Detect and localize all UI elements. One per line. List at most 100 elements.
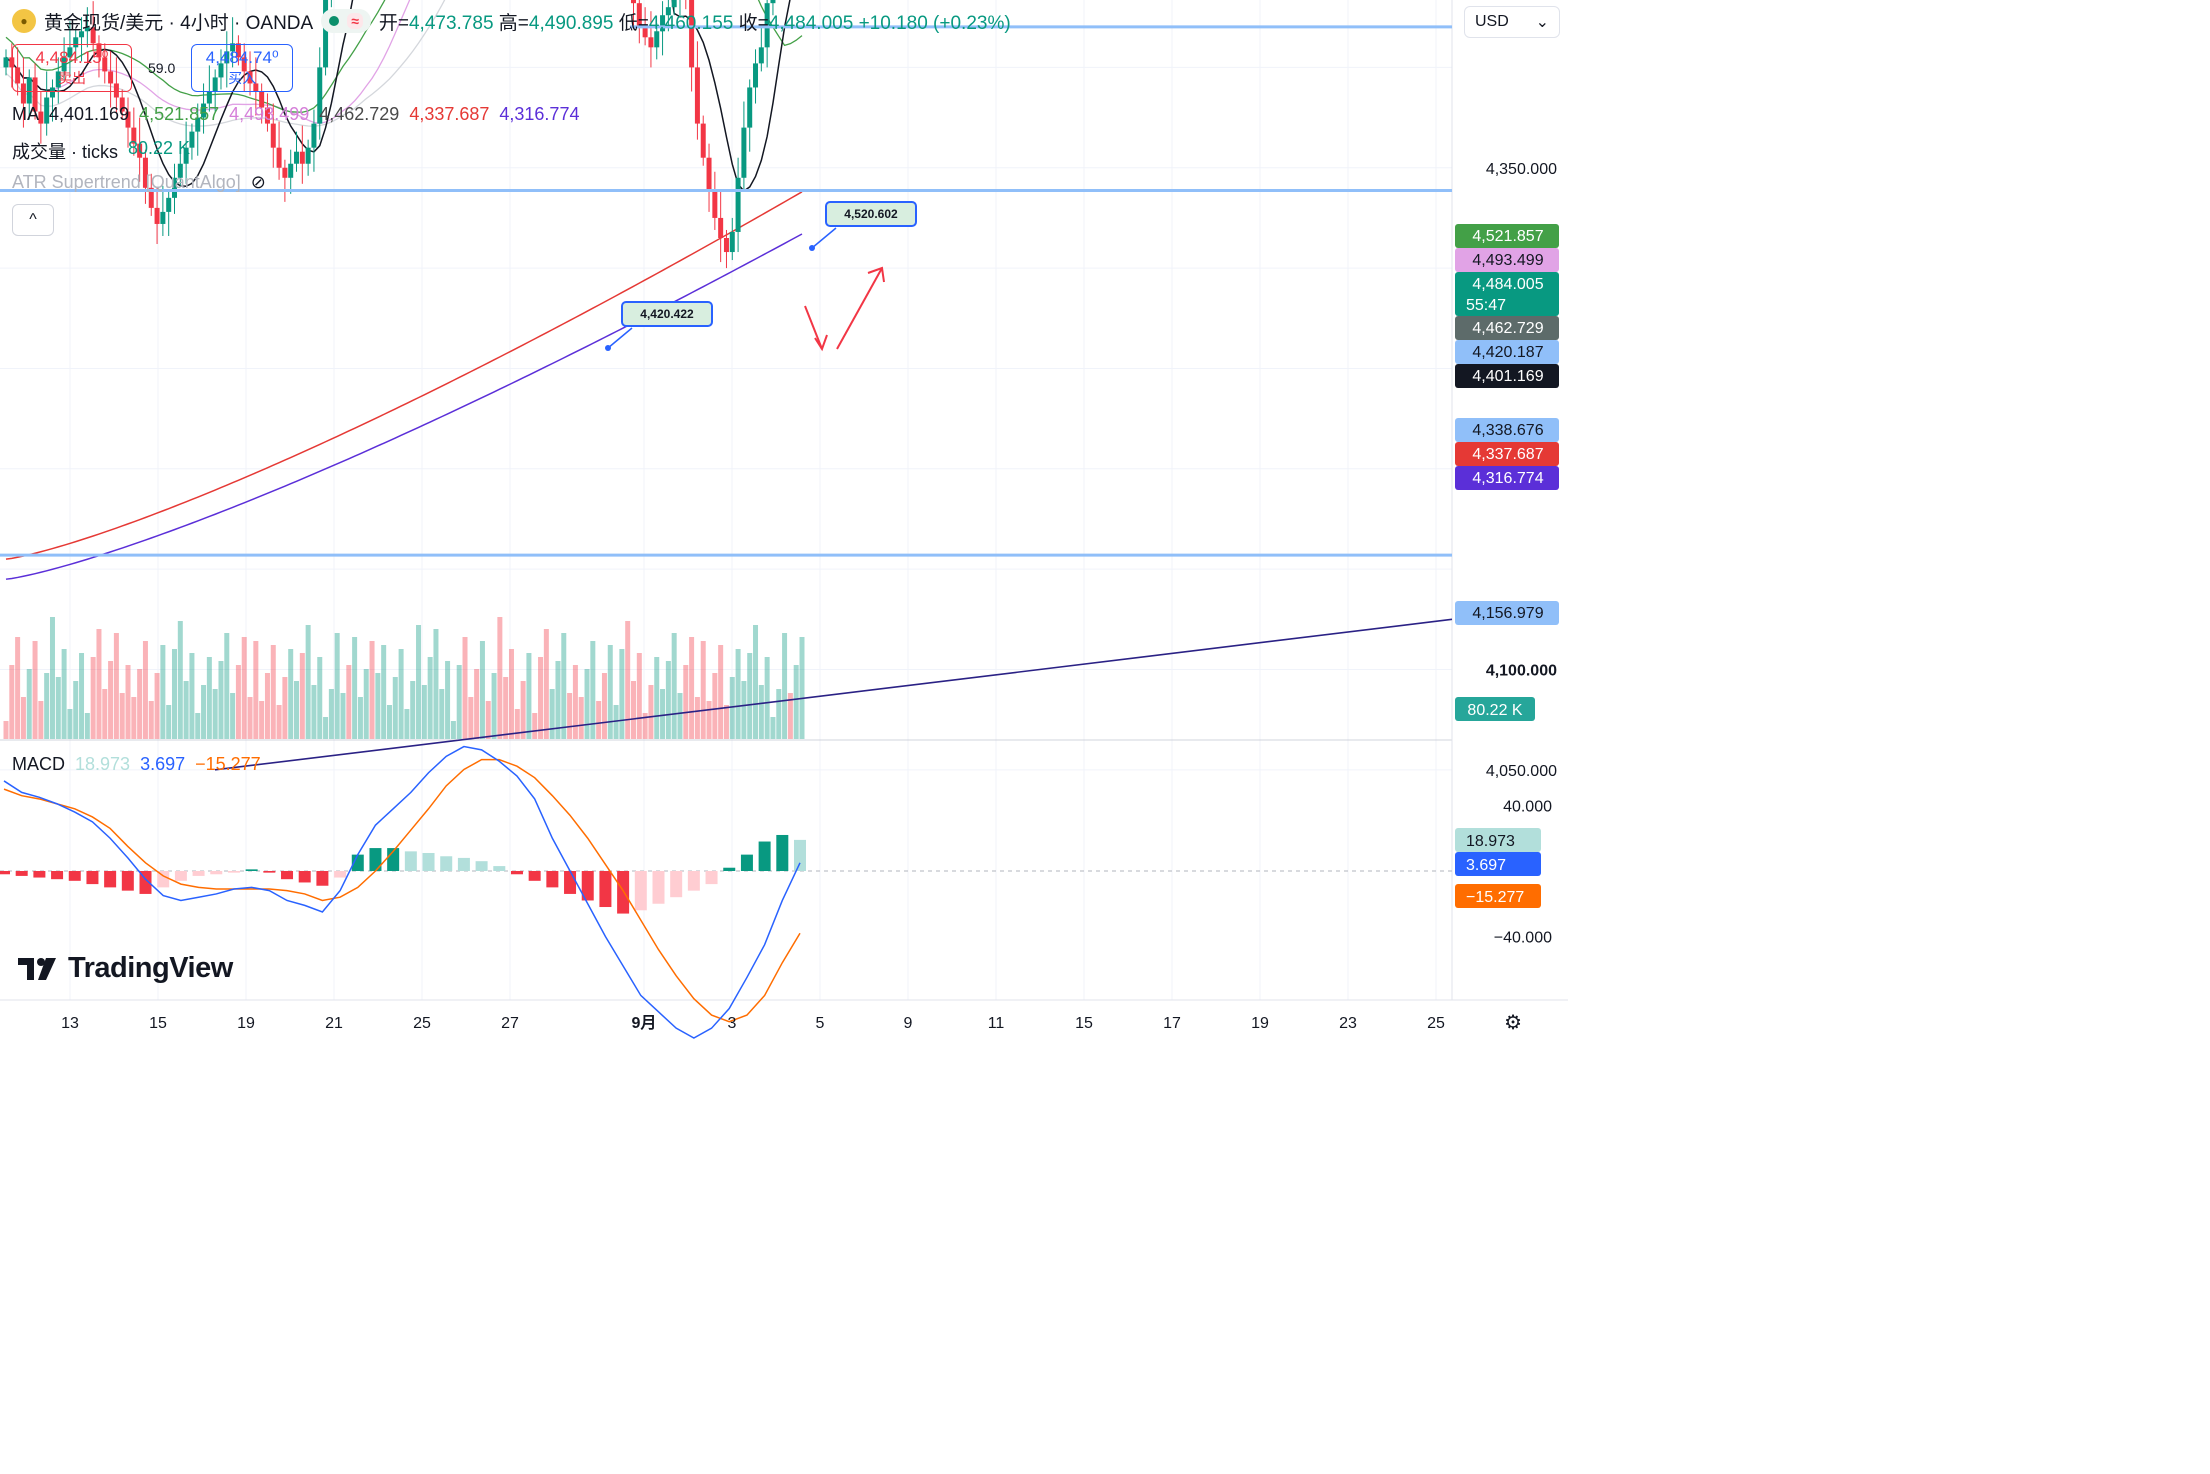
candle-body — [770, 0, 776, 4]
volume-bar — [485, 701, 491, 739]
price-tag-bg — [1455, 224, 1559, 248]
volume-bar — [166, 705, 172, 739]
volume-bar — [84, 713, 90, 739]
volume-bar — [590, 641, 596, 739]
macd-histogram-bar — [227, 871, 240, 873]
candle-body — [235, 43, 241, 58]
candle-body — [142, 157, 148, 188]
macd-line-value: 3.697 — [140, 754, 186, 774]
macd-histogram-bar — [475, 861, 488, 871]
candle-body — [648, 37, 654, 48]
gear-icon[interactable]: ⚙ — [1504, 1012, 1522, 1034]
macd-histogram-bar — [334, 871, 347, 878]
volume-bar — [189, 653, 195, 739]
volume-bar — [328, 689, 334, 739]
macd-histogram-bar — [121, 871, 134, 891]
macd-histogram-bar — [564, 871, 577, 894]
forecast-arrow-down — [804, 305, 823, 350]
price-tag-text: 4,493.499 — [1472, 252, 1543, 269]
volume-legend[interactable]: 成交量 · ticks 80.22 K — [12, 138, 190, 164]
ma-line-black — [5, 0, 791, 192]
candle-body — [67, 47, 73, 58]
candle-body — [276, 147, 282, 168]
symbol-title[interactable]: 黄金现货/美元 · 4小时 · OANDA — [44, 12, 314, 34]
price-axis-label: 4,350.000 — [1486, 161, 1557, 178]
candle-body — [212, 77, 218, 92]
volume-bar — [677, 693, 683, 739]
volume-bar — [334, 633, 340, 739]
macd-legend[interactable]: MACD 18.973 3.697 −15.277 — [12, 754, 261, 775]
sell-button[interactable]: 4,484.15⁰ 卖出 — [12, 44, 132, 92]
price-tag-text: 4,521.857 — [1472, 228, 1543, 245]
macd-histogram-bar — [670, 871, 683, 898]
macd-histogram-bar — [316, 871, 329, 886]
forecast-arrow-up — [836, 267, 883, 350]
price-tag-text: 4,156.979 — [1472, 605, 1543, 622]
chart-canvas[interactable]: 4,520.6024,420.4224,700.0004,650.0004,60… — [0, 0, 1568, 1046]
volume-bar — [776, 689, 782, 739]
macd-histogram-bar — [404, 851, 417, 871]
price-tag-text: 4,338.676 — [1472, 422, 1543, 439]
price-tag-bg — [1455, 364, 1559, 388]
volume-bar — [642, 713, 648, 739]
candle-body — [753, 63, 759, 88]
volume-bar — [125, 665, 131, 739]
time-axis-label: 19 — [1251, 1015, 1269, 1032]
trendline-up_trend — [214, 618, 1453, 771]
candle-body — [79, 31, 85, 38]
forecast-arrow-down-head — [814, 334, 828, 352]
macd-histogram-bar — [15, 871, 28, 876]
volume-bar — [148, 701, 154, 739]
volume-bar — [32, 641, 38, 739]
volume-bar — [90, 657, 96, 739]
candle-body — [84, 27, 90, 32]
volume-bar — [392, 677, 398, 739]
candle-body — [61, 57, 67, 72]
volume-bar — [596, 701, 602, 739]
volume-bar — [514, 709, 520, 739]
volume-bar — [15, 637, 21, 739]
candle-body — [311, 123, 317, 148]
candle-body — [206, 91, 212, 104]
volume-bar — [270, 645, 276, 739]
volume-bar — [55, 677, 61, 739]
collapse-legend-button[interactable]: ^ — [12, 204, 54, 236]
volume-bar — [567, 693, 573, 739]
volume-tag-bg — [1455, 697, 1535, 721]
buy-button[interactable]: 4,484.74⁰ 买入 — [191, 44, 294, 92]
macd-histogram-bar — [245, 869, 258, 871]
tradingview-logo[interactable]: TradingView — [16, 952, 233, 985]
candle-body — [20, 83, 26, 104]
volume-bar — [206, 657, 212, 739]
volume-bar — [619, 649, 625, 739]
volume-bar — [503, 677, 509, 739]
volume-bar — [712, 673, 718, 739]
macd-tag-text: −15.277 — [1466, 889, 1524, 906]
time-axis-label: 9 — [904, 1015, 913, 1032]
currency-select[interactable]: USD ⌄ — [1464, 6, 1560, 38]
ma-legend[interactable]: MA 4,401.169 4,521.857 4,493.499 4,462.7… — [12, 104, 579, 125]
spread-value: 59.0 — [148, 60, 176, 76]
candle-body — [38, 111, 44, 124]
volume-bar — [299, 653, 305, 739]
time-axis-label: 9月 — [632, 1014, 657, 1032]
atr-legend[interactable]: ATR Supertrend [QuantAlgo] ⊘ — [12, 172, 266, 193]
volume-bar — [497, 617, 503, 739]
price-tag-bg — [1455, 248, 1559, 272]
volume-bar — [636, 653, 642, 739]
macd-histogram-bar — [86, 871, 99, 885]
volume-bar — [445, 661, 451, 739]
ma-value-2: 4,521.857 — [139, 104, 220, 124]
ma-value-5: 4,337.687 — [409, 104, 490, 124]
candle-body — [282, 167, 288, 178]
volume-bar — [799, 637, 805, 739]
volume-bar — [398, 649, 404, 739]
eye-hidden-icon[interactable]: ⊘ — [250, 172, 266, 192]
candle-body — [26, 77, 32, 104]
time-axis-label: 17 — [1163, 1015, 1181, 1032]
status-pill[interactable]: ≈ — [321, 9, 371, 33]
candle-body — [113, 83, 119, 98]
volume-bar — [421, 685, 427, 739]
volume-bar — [386, 705, 392, 739]
candle-body — [700, 123, 706, 158]
